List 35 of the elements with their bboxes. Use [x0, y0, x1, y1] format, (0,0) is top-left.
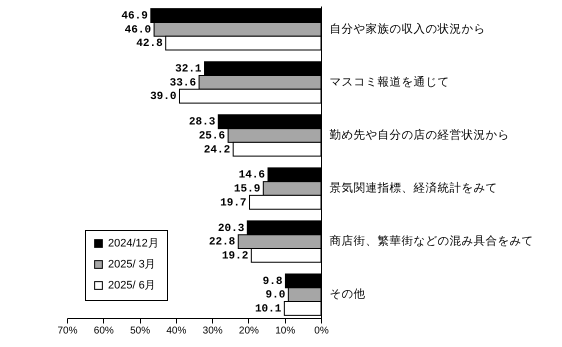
x-tick-label: 40%: [166, 326, 186, 336]
y-tick-label: 商店街、繁華街などの混み具合をみて: [330, 234, 534, 248]
data-label: 39.0: [150, 91, 176, 104]
legend-label: 2025/ 6月: [108, 280, 156, 292]
data-label: 9.0: [266, 290, 286, 302]
data-label: 42.8: [136, 38, 164, 50]
x-tick-label: 0%: [314, 326, 329, 336]
data-label: 46.9: [121, 10, 148, 23]
data-label: 32.1: [175, 64, 202, 76]
data-label: 20.3: [218, 222, 245, 235]
y-tick-label: 景気関連指標、経済統計をみて: [330, 180, 498, 195]
data-label: 22.8: [208, 236, 236, 249]
data-label: 9.8: [262, 276, 283, 288]
data-label: 46.0: [124, 24, 152, 36]
x-tick-label: 70%: [57, 326, 78, 336]
y-tick-label: 自分や家族の収入の状況から: [330, 21, 486, 36]
legend-label: 2024/12月: [108, 238, 159, 250]
y-tick-label: マスコミ報道を通じて: [330, 75, 450, 88]
data-label: 25.6: [198, 130, 226, 142]
data-label: 19.2: [222, 250, 248, 262]
data-label: 14.6: [238, 170, 266, 182]
x-tick-label: 50%: [130, 326, 150, 336]
x-tick-label: 10%: [275, 326, 296, 336]
x-tick-label: 20%: [238, 326, 260, 336]
y-tick-label: その他: [330, 288, 366, 301]
x-tick-label: 30%: [202, 326, 223, 336]
data-label: 15.9: [234, 184, 260, 196]
data-label: 19.7: [220, 197, 247, 210]
data-label: 24.2: [204, 144, 230, 156]
data-label: 33.6: [170, 77, 196, 90]
y-tick-label: 勤め先や自分の店の経営状況から: [330, 127, 510, 142]
data-label: 28.3: [188, 116, 216, 129]
data-label: 10.1: [254, 303, 282, 316]
legend-label: 2025/ 3月: [108, 258, 156, 270]
x-tick-label: 60%: [94, 326, 114, 336]
